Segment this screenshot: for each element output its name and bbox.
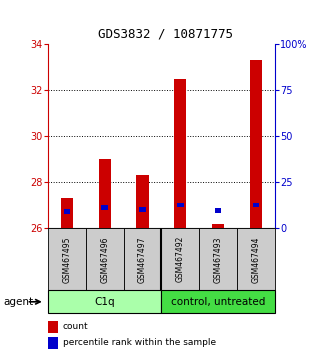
Bar xyxy=(61,199,73,228)
Text: GDS3832 / 10871775: GDS3832 / 10871775 xyxy=(98,27,233,40)
Text: percentile rank within the sample: percentile rank within the sample xyxy=(63,338,216,347)
Text: GSM467495: GSM467495 xyxy=(62,236,71,282)
Bar xyxy=(177,202,184,207)
Text: GSM467497: GSM467497 xyxy=(138,236,147,282)
Text: GSM467492: GSM467492 xyxy=(176,236,185,282)
Text: count: count xyxy=(63,322,88,331)
Text: control, untreated: control, untreated xyxy=(171,297,265,307)
Bar xyxy=(48,337,58,349)
Bar xyxy=(174,79,186,228)
Bar xyxy=(48,290,161,313)
Bar xyxy=(136,176,149,228)
Bar xyxy=(123,228,161,290)
Bar xyxy=(237,228,275,290)
Bar xyxy=(48,228,86,290)
Text: GSM467496: GSM467496 xyxy=(100,236,109,282)
Bar xyxy=(161,290,275,313)
Text: agent: agent xyxy=(3,297,33,307)
Text: GSM467493: GSM467493 xyxy=(213,236,222,282)
Bar xyxy=(253,202,259,207)
Bar xyxy=(64,210,70,214)
Bar xyxy=(86,228,123,290)
Bar xyxy=(48,321,58,333)
Bar xyxy=(215,208,221,213)
Text: GSM467494: GSM467494 xyxy=(251,236,260,282)
Bar xyxy=(161,228,199,290)
Text: C1q: C1q xyxy=(94,297,115,307)
Bar xyxy=(250,61,262,228)
Bar xyxy=(99,159,111,228)
Bar xyxy=(212,224,224,228)
Bar xyxy=(199,228,237,290)
Bar xyxy=(139,207,146,212)
Bar xyxy=(101,205,108,210)
